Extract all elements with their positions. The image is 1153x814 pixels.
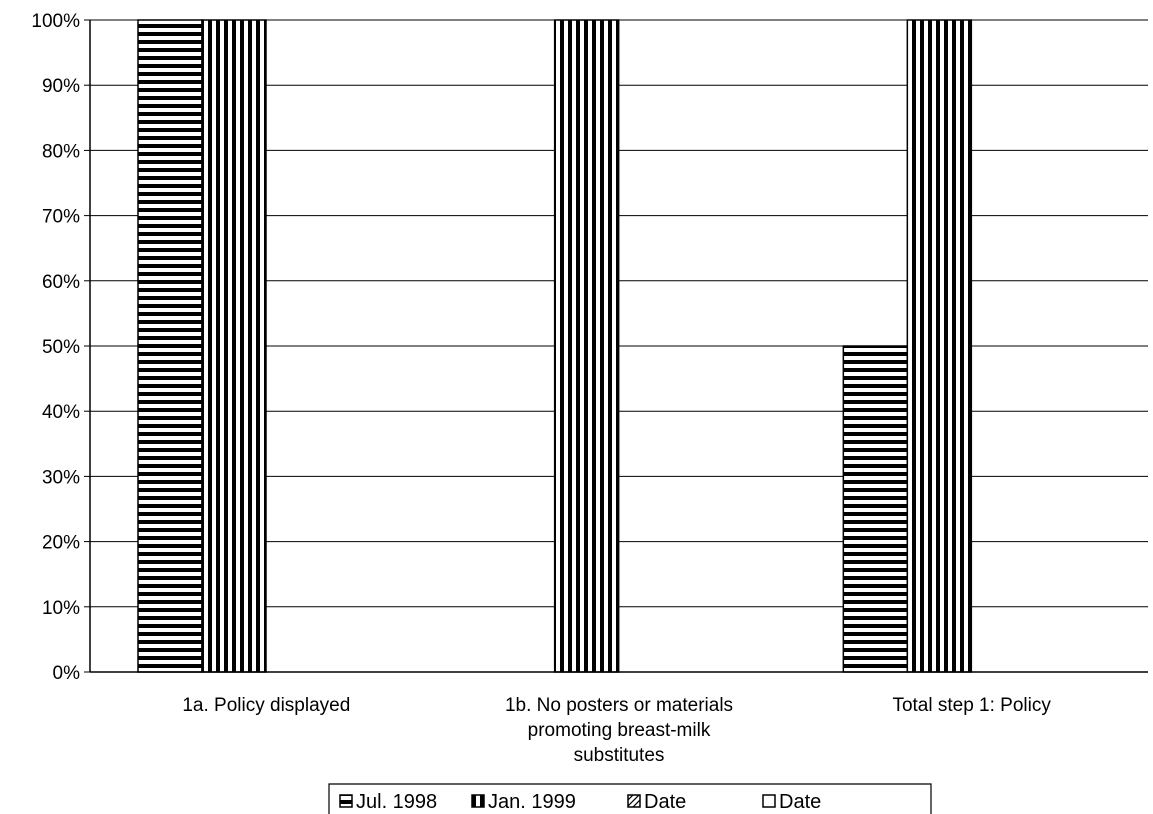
legend-swatch (762, 794, 776, 808)
y-axis-ticks: 0% 10% 20% 30% 40% 50% 60% 70% 80% 90% 100% (31, 11, 90, 684)
bar-vertical-stripes (906, 19, 973, 673)
category-label: promoting breast-milk (528, 720, 711, 741)
y-tick-label: 30% (42, 467, 80, 488)
bar-vertical-stripes (553, 19, 620, 673)
y-tick-label: 40% (42, 402, 80, 423)
bar-horizontal-stripes (137, 19, 203, 673)
bar-horizontal-stripes (842, 345, 909, 673)
axes (89, 20, 1148, 673)
legend: Jul. 1998 Jan. 1999 Date Date (328, 783, 932, 814)
legend-label: Date (644, 791, 686, 813)
category-label: Total step 1: Policy (892, 695, 1051, 716)
legend-box (328, 783, 932, 814)
y-tick-label: 10% (42, 598, 80, 619)
legend-label: Date (779, 791, 821, 813)
category-label: 1a. Policy displayed (182, 695, 350, 716)
y-tick-label: 60% (42, 272, 80, 293)
category-labels: 1a. Policy displayed 1b. No posters or ma… (182, 695, 1051, 766)
legend-swatch (471, 794, 485, 808)
legend-label: Jul. 1998 (356, 791, 437, 813)
y-tick-label: 20% (42, 533, 80, 554)
bar-vertical-stripes (201, 19, 267, 673)
legend-label: Jan. 1999 (488, 791, 576, 813)
legend-swatch (339, 794, 353, 808)
category-label: 1b. No posters or materials (505, 695, 733, 716)
y-tick-label: 0% (53, 663, 81, 684)
bars (137, 19, 973, 673)
y-tick-label: 70% (42, 207, 80, 228)
y-tick-label: 80% (42, 141, 80, 162)
y-tick-label: 90% (42, 76, 80, 97)
category-label: substitutes (574, 745, 665, 766)
y-tick-label: 50% (42, 337, 80, 358)
legend-swatch (627, 794, 641, 808)
y-tick-label: 100% (31, 11, 80, 32)
